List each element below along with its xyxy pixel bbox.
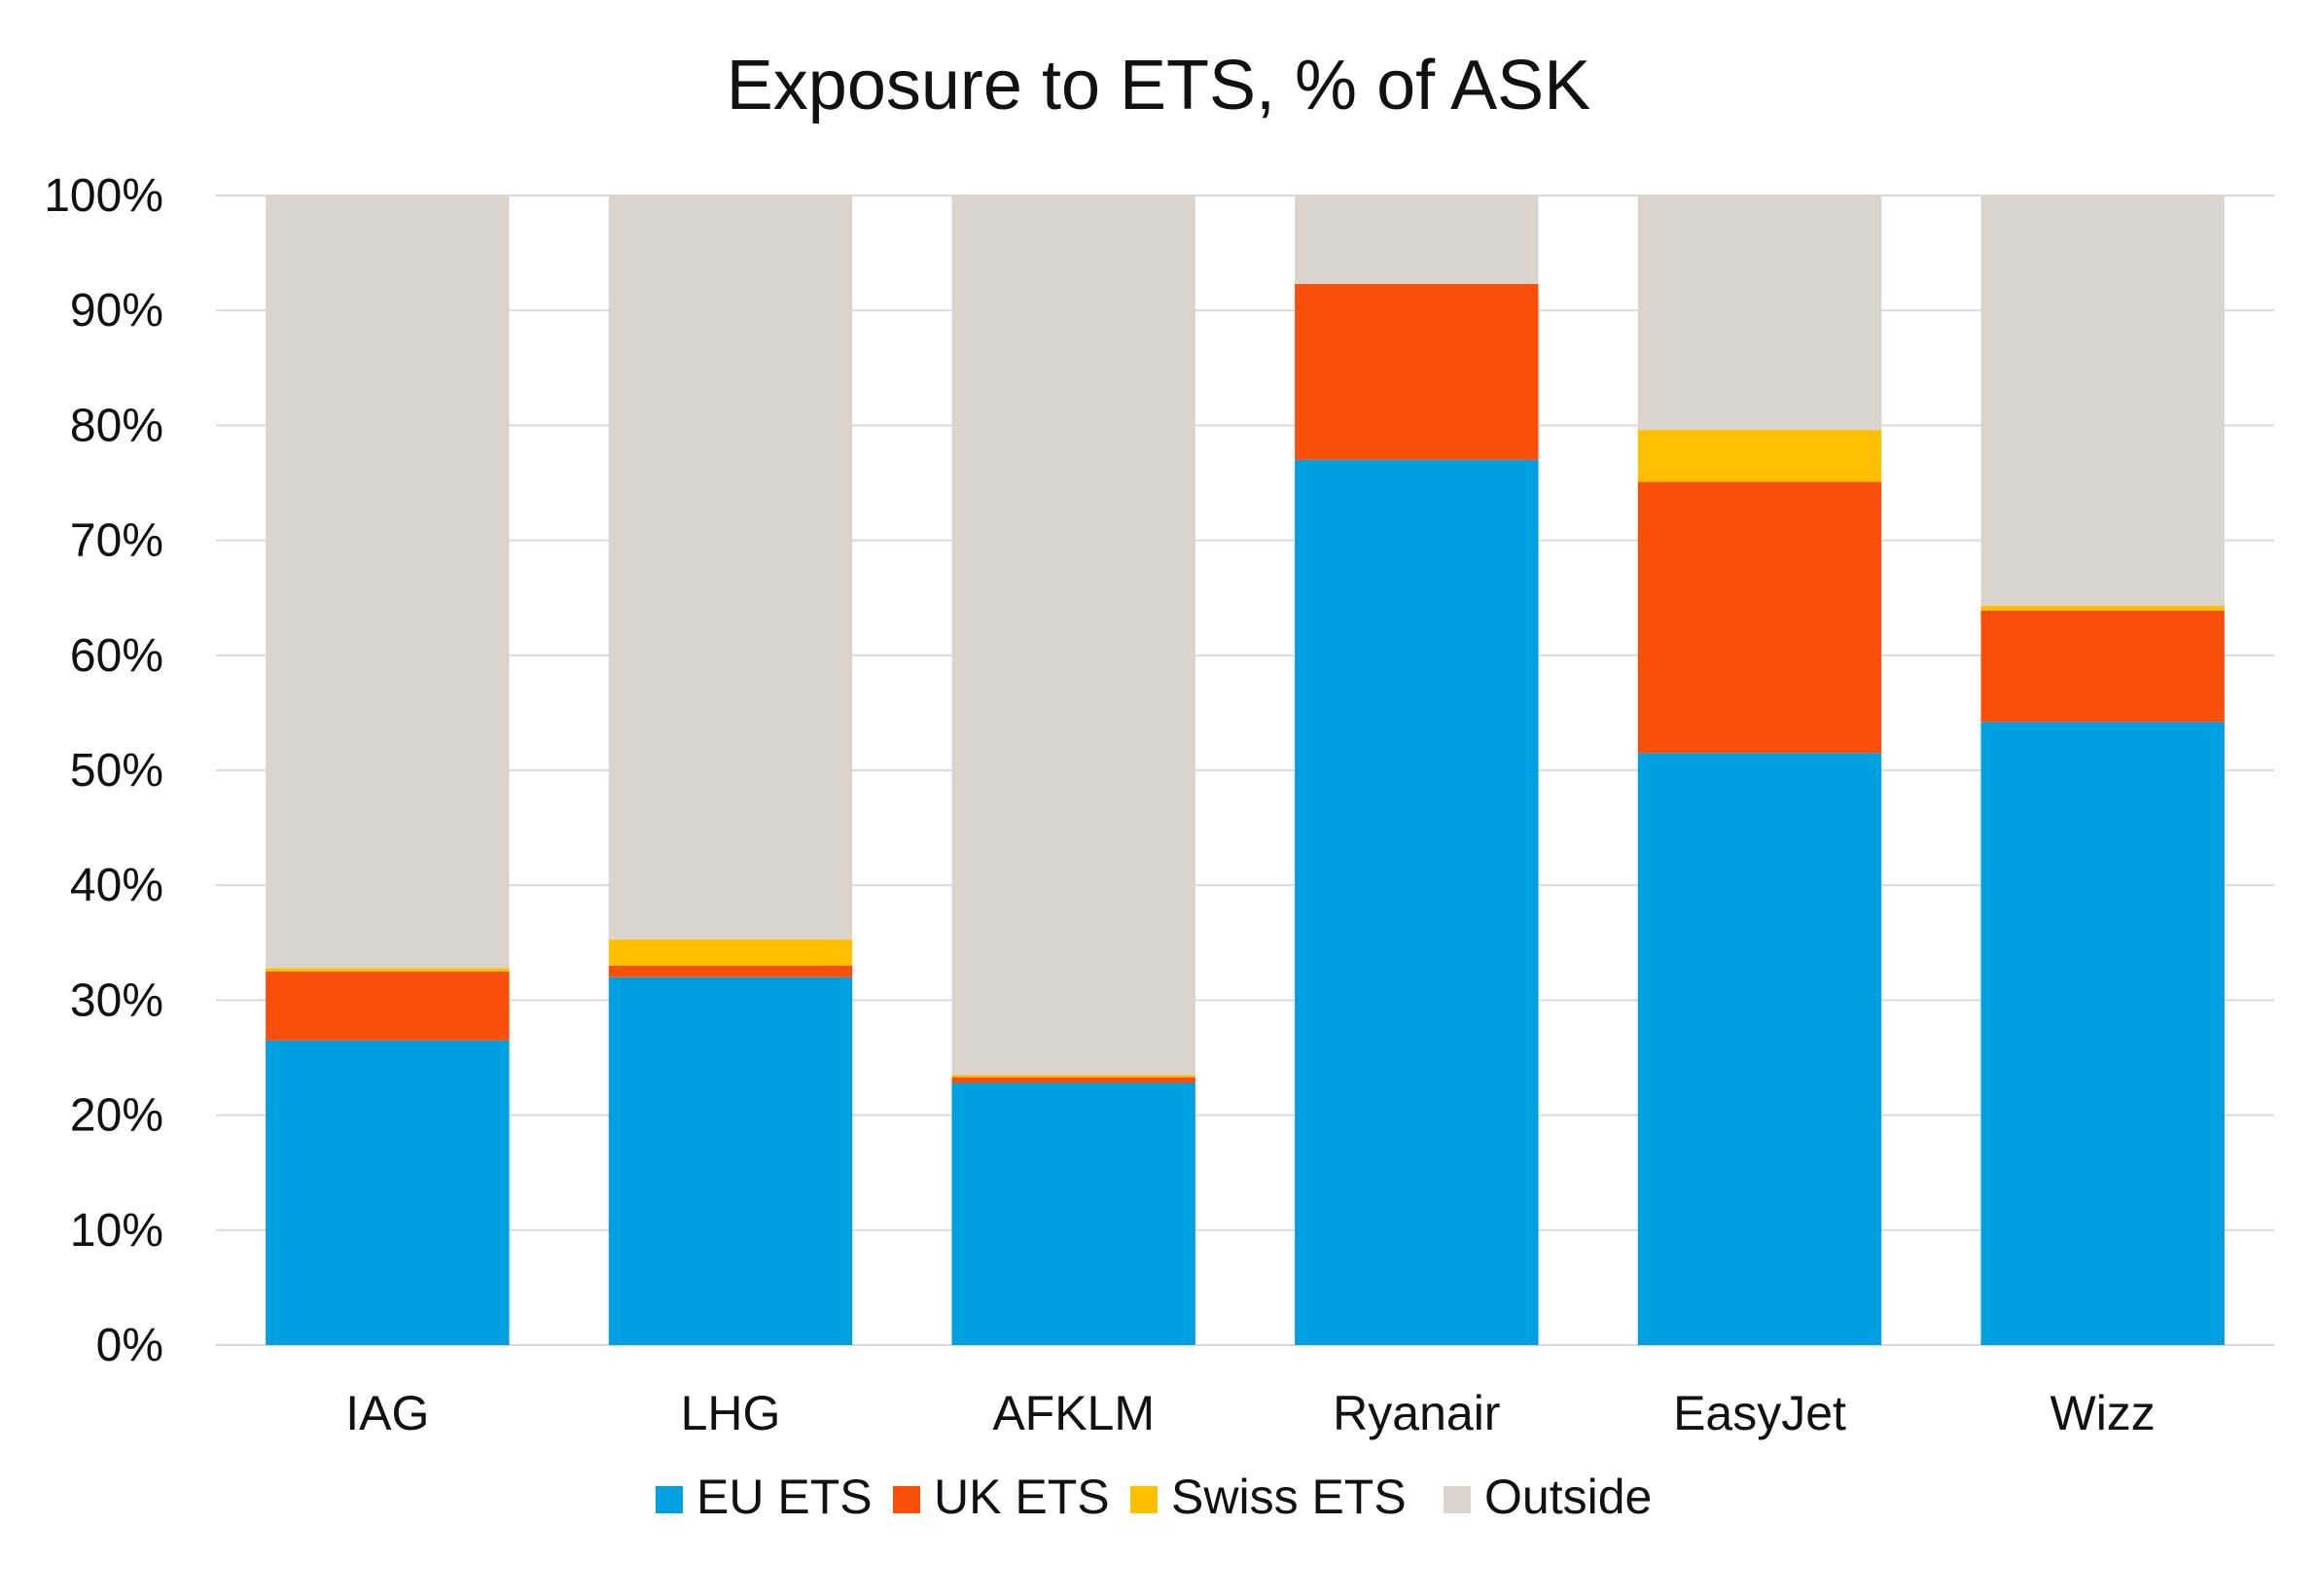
bar-iag-eu-ets — [266, 1040, 510, 1345]
x-tick-label: Ryanair — [1333, 1386, 1500, 1440]
y-tick-label: 30% — [70, 975, 163, 1026]
x-tick-label: LHG — [681, 1386, 781, 1440]
bar-easyjet-outside — [1637, 195, 1882, 431]
bar-lhg-eu-ets — [608, 976, 853, 1345]
y-tick-label: 90% — [70, 285, 163, 337]
bar-wizz-swiss-ets — [1980, 605, 2225, 611]
legend-swatch-uk-ets — [893, 1486, 920, 1513]
bar-afklm-swiss-ets — [951, 1075, 1195, 1078]
legend-label-swiss-ets: Swiss ETS — [1171, 1470, 1407, 1524]
legend-swatch-swiss-ets — [1130, 1486, 1158, 1513]
x-tick-label: IAG — [345, 1386, 429, 1440]
bar-lhg-outside — [608, 195, 853, 940]
y-tick-label: 70% — [70, 515, 163, 567]
bar-ryanair-eu-ets — [1295, 459, 1539, 1345]
legend: EU ETS UK ETS Swiss ETS Outside — [656, 1470, 1652, 1524]
bar-wizz-outside — [1980, 195, 2225, 606]
x-tick-label: AFKLM — [992, 1386, 1155, 1440]
bar-iag-outside — [266, 195, 510, 969]
bar-iag-uk-ets — [266, 971, 510, 1041]
y-tick-label: 20% — [70, 1090, 163, 1142]
bar-afklm-outside — [951, 195, 1195, 1076]
bars — [266, 195, 2225, 1345]
legend-label-eu-ets: EU ETS — [696, 1470, 873, 1524]
chart-title: Exposure to ETS, % of ASK — [727, 47, 1590, 124]
bar-lhg-uk-ets — [608, 965, 853, 977]
x-tick-label: Wizz — [2051, 1386, 2156, 1440]
bar-iag-swiss-ets — [266, 968, 510, 972]
bar-ryanair-outside — [1295, 195, 1539, 285]
bar-wizz-uk-ets — [1980, 610, 2225, 723]
y-tick-label: 10% — [70, 1205, 163, 1257]
bar-afklm-eu-ets — [951, 1082, 1195, 1345]
axes: 0% 10% 20% 30% 40% 50% 60% 70% 80% 90% 100% IAG LHG A… — [44, 170, 2156, 1440]
bar-easyjet-uk-ets — [1637, 481, 1882, 754]
x-tick-label: EasyJet — [1673, 1386, 1846, 1440]
y-tick-label: 0% — [96, 1320, 163, 1371]
bar-wizz-eu-ets — [1980, 722, 2225, 1345]
bar-easyjet-swiss-ets — [1637, 430, 1882, 482]
bar-afklm-uk-ets — [951, 1077, 1195, 1083]
y-tick-label: 100% — [44, 170, 163, 222]
bar-lhg-swiss-ets — [608, 939, 853, 966]
bar-ryanair-uk-ets — [1295, 284, 1539, 460]
legend-label-uk-ets: UK ETS — [934, 1470, 1110, 1524]
legend-label-outside: Outside — [1484, 1470, 1652, 1524]
gridlines — [216, 195, 2274, 1346]
y-tick-label: 50% — [70, 745, 163, 797]
bar-easyjet-eu-ets — [1637, 753, 1882, 1345]
legend-swatch-outside — [1444, 1486, 1471, 1513]
legend-swatch-eu-ets — [656, 1486, 683, 1513]
y-tick-label: 60% — [70, 630, 163, 682]
y-tick-label: 80% — [70, 400, 163, 451]
y-tick-label: 40% — [70, 860, 163, 911]
